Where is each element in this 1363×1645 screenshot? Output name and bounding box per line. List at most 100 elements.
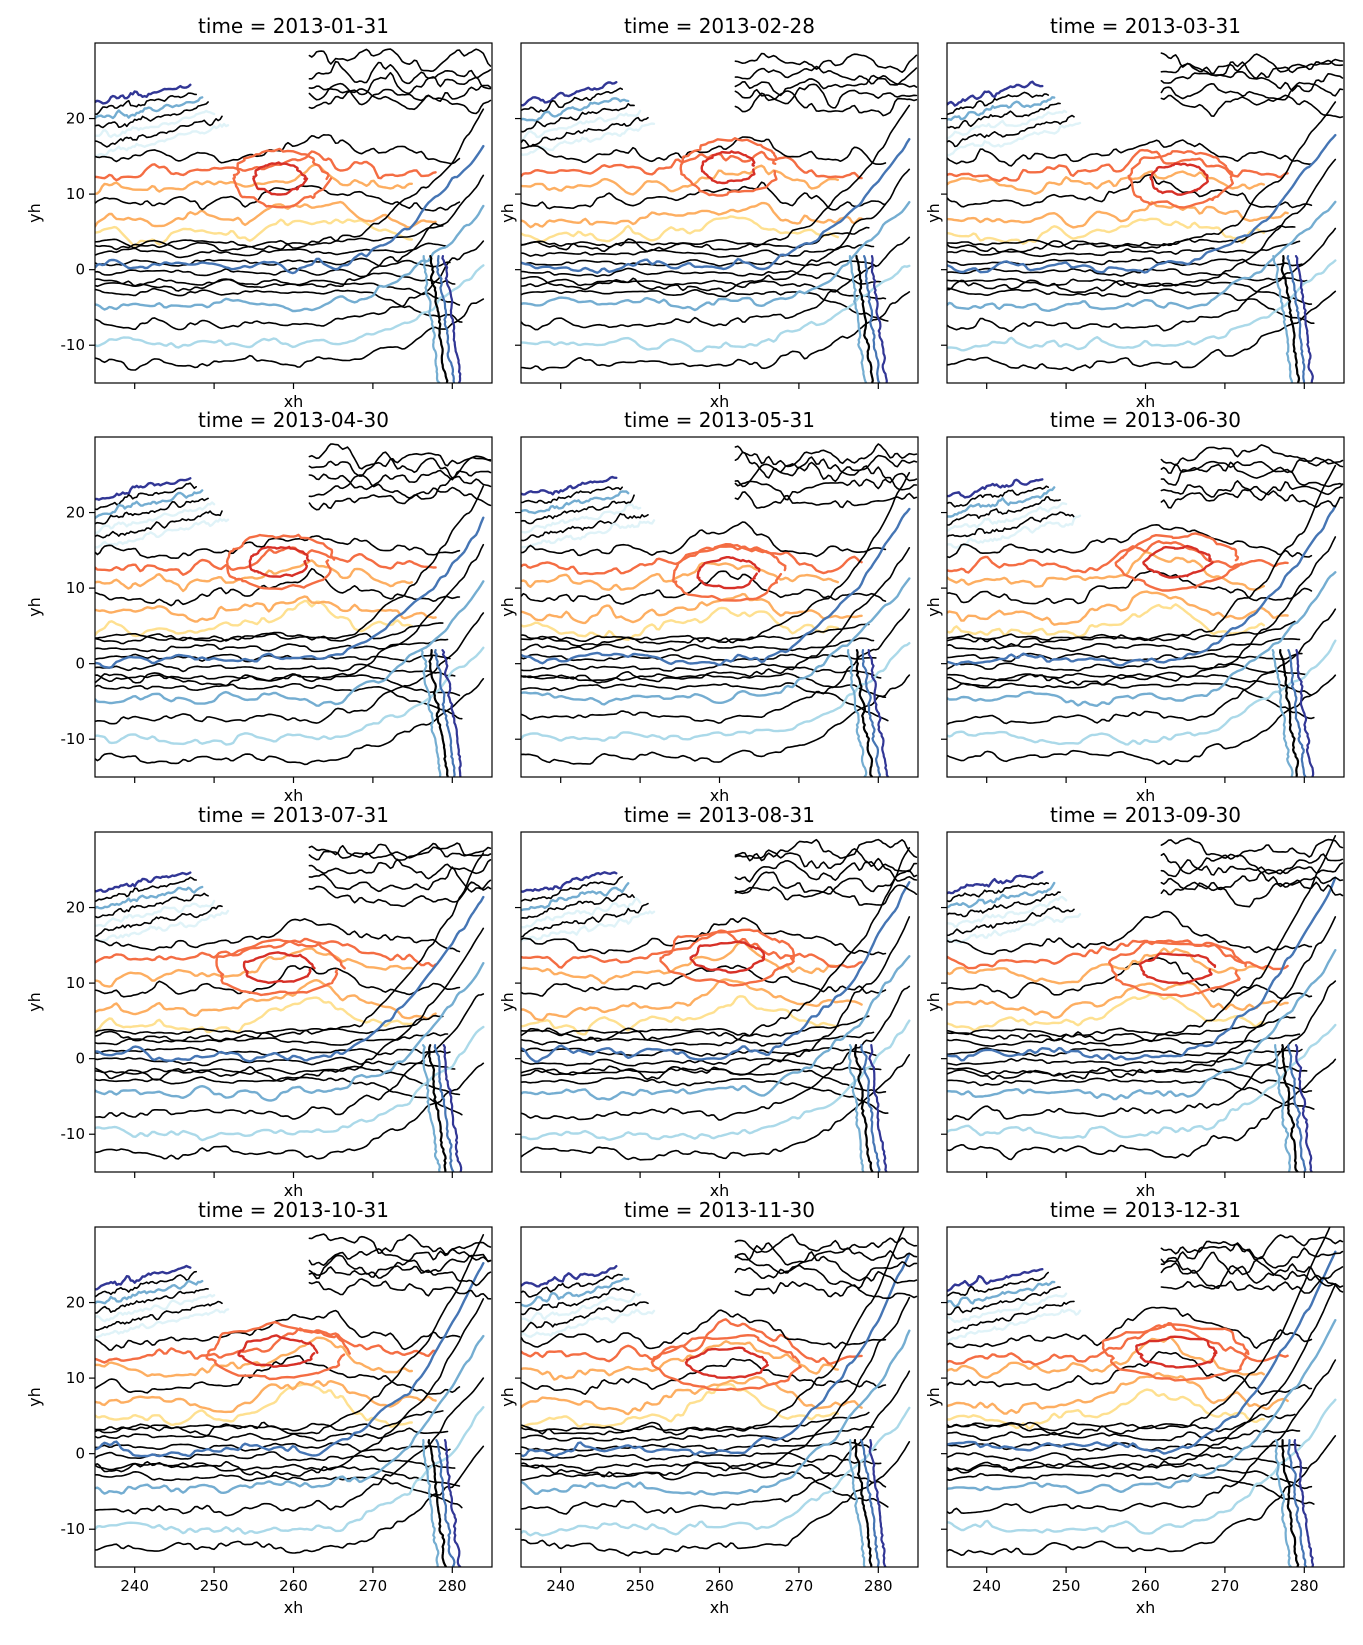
southern-contour [521,236,911,331]
northeast-contour [1160,444,1344,468]
warm-pool-contour [95,979,437,1021]
warm-loop-contour [1108,940,1247,998]
coastal-band-contour [95,83,192,105]
northeast-contour [734,491,918,509]
warm-pool-contour [95,546,437,576]
warm-pool-contour [521,964,887,997]
warm-pool-contour [95,1382,413,1428]
northeast-contour [308,60,492,85]
coastal-band-contour [521,103,635,133]
southern-contour [947,571,1337,707]
southern-contour [95,580,485,707]
equatorial-contour [947,1413,1296,1433]
warm-pool-contour [95,567,461,607]
equatorial-contour [521,244,875,258]
northeast-contour [734,884,918,906]
warm-core-contour [689,940,766,974]
coastal-band-contour [947,891,1061,918]
equatorial-contour [95,622,444,643]
equatorial-contour [947,1047,1303,1057]
northeast-contour [308,1248,492,1266]
warm-pool-contour [947,1322,1289,1366]
southern-contour [95,895,485,1063]
warm-pool-contour [947,170,1265,195]
x-tick-label: 280 [864,1577,893,1595]
northeast-contour [308,486,492,511]
southern-contour [95,852,485,1042]
northeast-contour [308,1253,492,1280]
coastal-band-contour [521,871,618,893]
southern-contour [521,881,911,1063]
contour-area [521,52,918,383]
southern-contour [95,174,485,292]
y-tick-label: 10 [66,1369,85,1387]
coastal-band-contour [95,122,230,158]
coastal-upwelling-contour [855,649,874,777]
southern-contour [95,204,485,313]
equatorial-contour [95,1471,463,1509]
equatorial-contour [521,637,875,653]
coastal-band-contour [947,881,1056,909]
equatorial-contour [521,672,887,698]
warm-pool-contour [95,996,413,1034]
warm-core-contour [700,150,756,185]
panel-9: time = 2013-09-30 xh yh [924,803,1345,1200]
warm-pool-contour [947,148,1289,183]
coastal-band-contour [521,876,623,903]
warm-pool-contour [947,524,1313,559]
coastal-upwelling-contour [1279,649,1300,777]
northeast-contour [308,443,492,470]
coastal-upwelling-contour [1286,1044,1307,1172]
y-axis-label: yh [498,1387,517,1407]
coastal-band-contour [947,502,1068,533]
southern-contour [95,1234,485,1437]
southern-contour [947,1023,1337,1140]
northeast-contour [734,472,918,501]
coastal-band-contour [521,122,656,156]
coastal-band-contour [521,486,623,504]
contour-area [521,838,918,1172]
coastal-upwelling-contour [443,1439,462,1567]
coastal-band-contour [95,501,216,534]
equatorial-contour [521,1471,889,1508]
coastal-band-contour [521,503,642,534]
southern-contour [521,264,911,353]
southern-contour [947,949,1337,1101]
coastal-upwelling-contour [855,255,874,383]
coastal-band-contour [947,496,1061,526]
southern-contour [521,1406,911,1537]
equatorial-contour [95,267,456,285]
southern-contour [947,608,1337,726]
panel-title: time = 2013-07-31 [198,803,389,827]
x-tick-label: 260 [705,1577,734,1595]
equatorial-contour [947,240,1301,258]
equatorial-contour [95,1056,456,1070]
warm-pool-contour [521,995,839,1036]
warm-loop-contour [1127,150,1234,209]
southern-contour [95,1262,485,1458]
northeast-contour [308,1265,492,1287]
warm-pool-contour [947,551,1265,591]
warm-pool-contour [521,1318,863,1365]
southern-contour [95,993,485,1120]
southern-contour [521,1252,911,1458]
southern-contour [947,876,1337,1062]
northeast-contour [734,90,918,117]
equatorial-contour [95,1442,451,1453]
coastal-upwelling-contour [1287,649,1307,777]
northeast-contour [308,842,492,859]
panel-title: time = 2013-04-30 [198,408,389,432]
coastal-band-contour [947,102,1061,130]
warm-pool-contour [947,139,1313,167]
coastal-band-contour [95,477,192,501]
northeast-contour [308,451,492,479]
equatorial-contour [947,620,1296,642]
coastal-band-contour [95,482,197,511]
coastal-band-contour [947,882,1049,903]
warm-pool-contour [95,1380,437,1414]
northeast-contour [308,866,492,893]
warm-pool-contour [95,559,413,593]
coastal-upwelling-contour [428,649,449,777]
warm-core-contour [252,161,309,196]
